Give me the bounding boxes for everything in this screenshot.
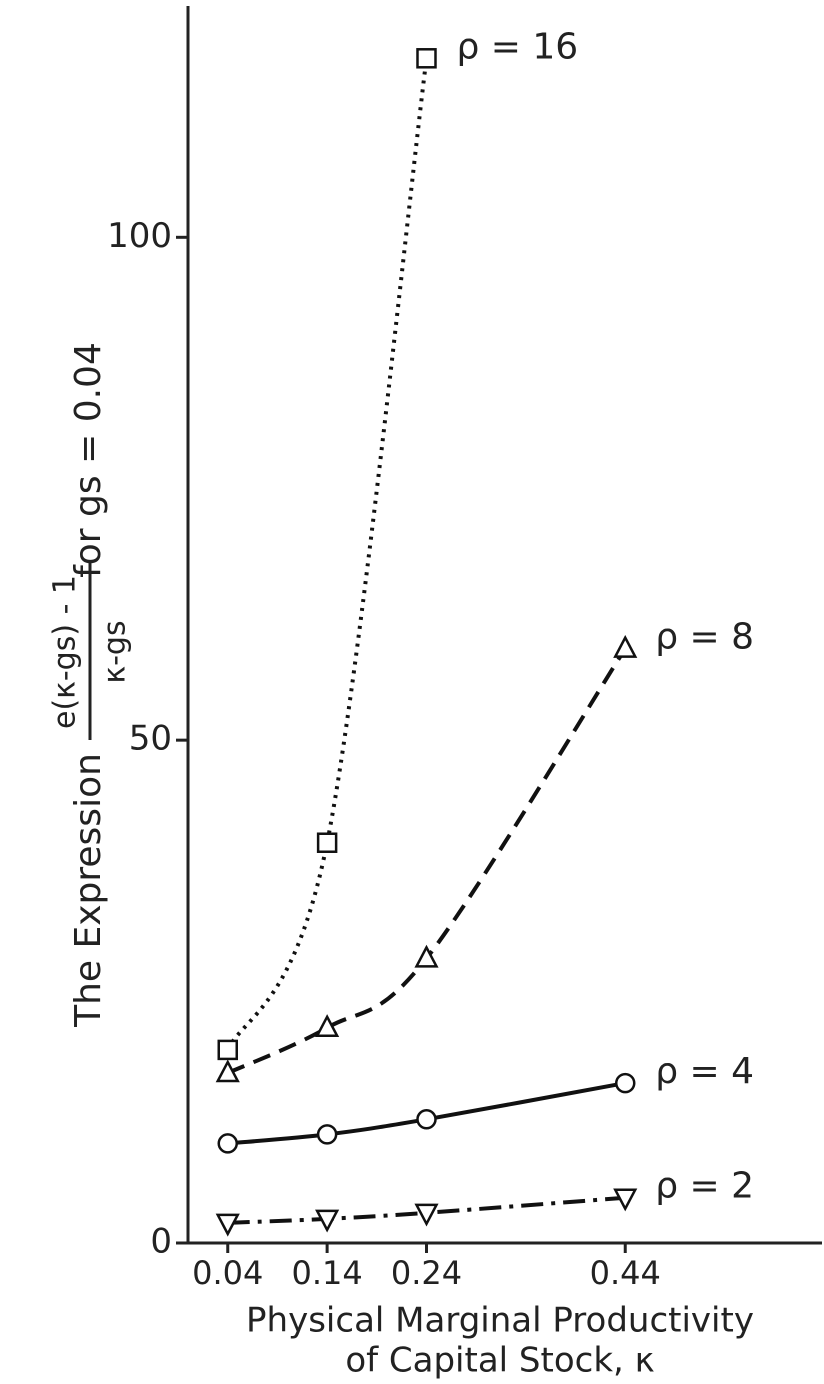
marker: [316, 1124, 338, 1145]
y-tick-label: 0: [150, 1222, 172, 1262]
marker: [416, 1109, 437, 1130]
x-axis-label: Physical Marginal Productivity: [246, 1301, 754, 1341]
y-label-prefix: The Expression: [68, 753, 109, 1028]
x-tick-label: 0.24: [391, 1254, 462, 1292]
series-label: ρ = 2: [655, 1166, 754, 1207]
y-label-denominator: κ-gs: [98, 620, 133, 683]
marker: [416, 48, 437, 69]
series-line: [227, 1081, 626, 1146]
marker: [215, 1213, 240, 1237]
y-tick-label: 100: [107, 216, 172, 256]
x-tick-label: 0.04: [192, 1254, 263, 1292]
marker: [217, 1039, 238, 1061]
y-label-suffix: for gs = 0.04: [68, 342, 109, 578]
marker: [315, 1014, 340, 1038]
x-tick-label: 0.44: [590, 1254, 661, 1292]
series-label: ρ = 8: [655, 617, 754, 658]
marker: [414, 944, 439, 968]
x-axis-label: of Capital Stock, κ: [345, 1341, 654, 1381]
series-line: [226, 647, 627, 1075]
x-tick-label: 0.14: [291, 1254, 362, 1292]
marker: [215, 1059, 240, 1083]
y-tick-label: 50: [129, 719, 172, 759]
marker: [614, 1072, 636, 1094]
series-label: ρ = 16: [456, 26, 578, 67]
marker: [613, 634, 638, 658]
series-label: ρ = 4: [655, 1051, 754, 1092]
marker: [315, 1209, 340, 1233]
marker: [613, 1188, 638, 1212]
marker: [217, 1133, 238, 1154]
series-line: [225, 58, 429, 1051]
marker: [414, 1203, 439, 1227]
y-label-numerator: e(κ-gs) - 1: [48, 575, 83, 729]
series-line: [227, 1195, 626, 1225]
y-axis-label: The Expression e(κ-gs) - 1 κ-gs for gs =…: [48, 342, 133, 1028]
marker: [316, 832, 338, 853]
